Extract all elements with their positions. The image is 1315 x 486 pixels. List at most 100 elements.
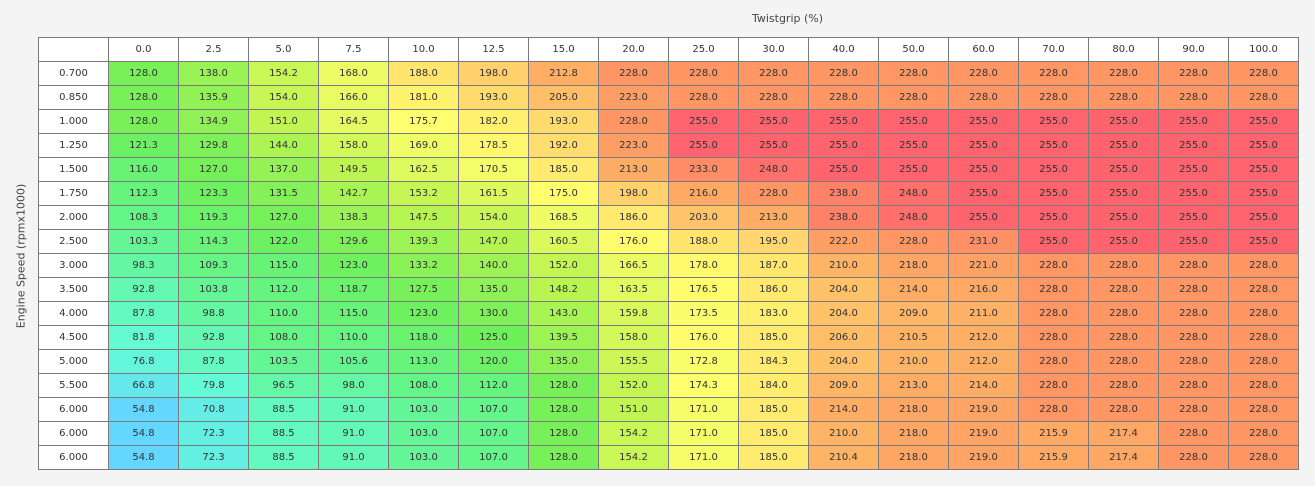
map-cell[interactable]: 255.0 [878, 133, 949, 158]
map-cell[interactable]: 79.8 [178, 373, 249, 398]
map-cell[interactable]: 228.0 [1088, 349, 1159, 374]
map-cell[interactable]: 109.3 [178, 253, 249, 278]
map-cell[interactable]: 187.0 [738, 253, 809, 278]
map-cell[interactable]: 103.0 [388, 421, 459, 446]
map-cell[interactable]: 170.5 [458, 157, 529, 182]
map-cell[interactable]: 228.0 [668, 85, 739, 110]
map-cell[interactable]: 107.0 [458, 397, 529, 422]
map-cell[interactable]: 127.5 [388, 277, 459, 302]
map-cell[interactable]: 255.0 [808, 157, 879, 182]
map-cell[interactable]: 231.0 [948, 229, 1019, 254]
map-cell[interactable]: 185.0 [738, 397, 809, 422]
map-cell[interactable]: 255.0 [1018, 181, 1089, 206]
map-cell[interactable]: 255.0 [948, 205, 1019, 230]
map-cell[interactable]: 228.0 [1228, 445, 1299, 470]
map-cell[interactable]: 112.0 [458, 373, 529, 398]
map-cell[interactable]: 228.0 [1088, 277, 1159, 302]
map-cell[interactable]: 204.0 [808, 349, 879, 374]
map-cell[interactable]: 228.0 [1228, 397, 1299, 422]
map-cell[interactable]: 228.0 [948, 61, 1019, 86]
map-cell[interactable]: 168.5 [528, 205, 599, 230]
map-cell[interactable]: 185.0 [528, 157, 599, 182]
map-cell[interactable]: 110.0 [248, 301, 319, 326]
map-cell[interactable]: 123.0 [318, 253, 389, 278]
map-cell[interactable]: 178.5 [458, 133, 529, 158]
map-cell[interactable]: 171.0 [668, 421, 739, 446]
map-cell[interactable]: 222.0 [808, 229, 879, 254]
map-cell[interactable]: 186.0 [738, 277, 809, 302]
map-cell[interactable]: 115.0 [248, 253, 319, 278]
map-cell[interactable]: 149.5 [318, 157, 389, 182]
map-cell[interactable]: 171.0 [668, 445, 739, 470]
map-cell[interactable]: 255.0 [1088, 109, 1159, 134]
map-cell[interactable]: 108.3 [108, 205, 179, 230]
map-cell[interactable]: 228.0 [1018, 61, 1089, 86]
map-cell[interactable]: 228.0 [878, 61, 949, 86]
map-cell[interactable]: 142.7 [318, 181, 389, 206]
map-cell[interactable]: 98.8 [178, 301, 249, 326]
map-cell[interactable]: 213.0 [738, 205, 809, 230]
map-cell[interactable]: 238.0 [808, 181, 879, 206]
map-cell[interactable]: 228.0 [1018, 253, 1089, 278]
map-cell[interactable]: 228.0 [598, 109, 669, 134]
map-cell[interactable]: 255.0 [1158, 205, 1229, 230]
map-cell[interactable]: 138.3 [318, 205, 389, 230]
map-cell[interactable]: 228.0 [738, 181, 809, 206]
map-cell[interactable]: 228.0 [1158, 253, 1229, 278]
map-cell[interactable]: 148.2 [528, 277, 599, 302]
map-cell[interactable]: 214.0 [948, 373, 1019, 398]
map-cell[interactable]: 92.8 [178, 325, 249, 350]
map-cell[interactable]: 215.9 [1018, 421, 1089, 446]
map-cell[interactable]: 228.0 [1018, 349, 1089, 374]
map-cell[interactable]: 88.5 [248, 397, 319, 422]
map-cell[interactable]: 198.0 [598, 181, 669, 206]
map-cell[interactable]: 154.2 [598, 445, 669, 470]
map-cell[interactable]: 228.0 [1158, 373, 1229, 398]
map-cell[interactable]: 72.3 [178, 445, 249, 470]
map-cell[interactable]: 218.0 [878, 253, 949, 278]
map-cell[interactable]: 228.0 [1158, 85, 1229, 110]
map-cell[interactable]: 210.4 [808, 445, 879, 470]
map-cell[interactable]: 143.0 [528, 301, 599, 326]
map-cell[interactable]: 228.0 [1228, 373, 1299, 398]
map-cell[interactable]: 228.0 [1018, 85, 1089, 110]
map-cell[interactable]: 54.8 [108, 421, 179, 446]
map-cell[interactable]: 108.0 [248, 325, 319, 350]
map-cell[interactable]: 218.0 [878, 397, 949, 422]
map-cell[interactable]: 76.8 [108, 349, 179, 374]
map-cell[interactable]: 130.0 [458, 301, 529, 326]
map-cell[interactable]: 209.0 [878, 301, 949, 326]
map-cell[interactable]: 255.0 [878, 157, 949, 182]
map-cell[interactable]: 255.0 [1088, 133, 1159, 158]
map-cell[interactable]: 91.0 [318, 421, 389, 446]
map-cell[interactable]: 209.0 [808, 373, 879, 398]
map-cell[interactable]: 185.0 [738, 325, 809, 350]
map-cell[interactable]: 72.3 [178, 421, 249, 446]
map-cell[interactable]: 171.0 [668, 397, 739, 422]
map-cell[interactable]: 228.0 [1088, 397, 1159, 422]
map-cell[interactable]: 182.0 [458, 109, 529, 134]
map-cell[interactable]: 216.0 [668, 181, 739, 206]
map-cell[interactable]: 210.5 [878, 325, 949, 350]
map-cell[interactable]: 175.7 [388, 109, 459, 134]
map-cell[interactable]: 121.3 [108, 133, 179, 158]
map-cell[interactable]: 152.0 [598, 373, 669, 398]
map-cell[interactable]: 212.8 [528, 61, 599, 86]
map-cell[interactable]: 184.3 [738, 349, 809, 374]
map-cell[interactable]: 155.5 [598, 349, 669, 374]
map-cell[interactable]: 154.2 [598, 421, 669, 446]
map-cell[interactable]: 228.0 [1088, 373, 1159, 398]
map-cell[interactable]: 128.0 [528, 397, 599, 422]
map-cell[interactable]: 112.3 [108, 181, 179, 206]
map-cell[interactable]: 139.5 [528, 325, 599, 350]
map-cell[interactable]: 255.0 [808, 133, 879, 158]
map-cell[interactable]: 98.3 [108, 253, 179, 278]
map-cell[interactable]: 122.0 [248, 229, 319, 254]
map-cell[interactable]: 70.8 [178, 397, 249, 422]
map-cell[interactable]: 215.9 [1018, 445, 1089, 470]
map-cell[interactable]: 184.0 [738, 373, 809, 398]
map-cell[interactable]: 133.2 [388, 253, 459, 278]
map-cell[interactable]: 228.0 [1018, 373, 1089, 398]
map-cell[interactable]: 166.0 [318, 85, 389, 110]
map-cell[interactable]: 147.5 [388, 205, 459, 230]
